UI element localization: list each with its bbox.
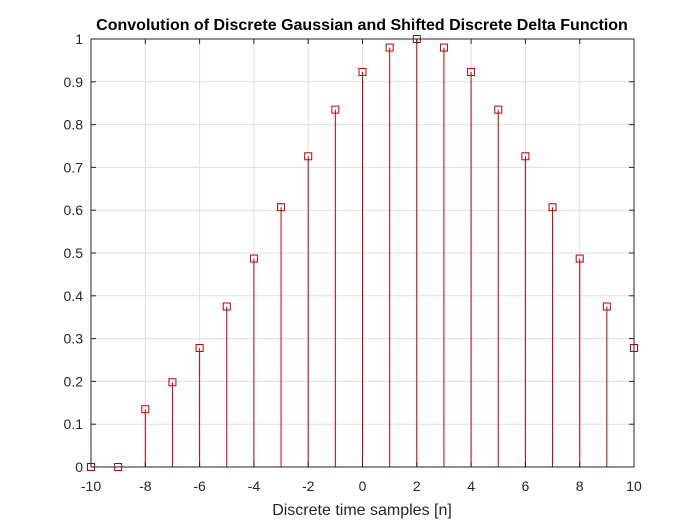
stem-marker — [168, 378, 177, 387]
y-tick-label: 0.7 — [64, 159, 84, 175]
stem-point — [249, 254, 258, 467]
y-tick-labels: 0 0.1 0.2 0.3 0.4 0.5 0.6 0.7 0.8 0.9 1 — [64, 31, 84, 475]
stem-marker — [195, 344, 204, 353]
stem-marker — [358, 67, 367, 76]
y-tick-label: 1 — [75, 31, 83, 47]
x-tick-label: 10 — [626, 478, 642, 494]
stem-marker — [304, 152, 313, 161]
stem-marker — [575, 254, 584, 263]
chart-title: Convolution of Discrete Gaussian and Shi… — [96, 17, 628, 34]
y-tick-label: 0.3 — [64, 331, 84, 347]
x-tick-label: -2 — [302, 478, 315, 494]
y-tick-label: 0.2 — [64, 373, 84, 389]
stem-point — [277, 203, 286, 467]
y-tick-label: 0.9 — [64, 74, 84, 90]
x-tick-label: 6 — [522, 478, 530, 494]
y-tick-label: 0.1 — [64, 416, 84, 432]
x-tick-labels: -10 -8 -6 -4 -2 0 2 4 6 8 10 — [81, 478, 642, 494]
stem-marker — [385, 43, 394, 52]
stem-point — [168, 378, 177, 467]
stem-point — [304, 152, 313, 467]
x-tick-label: 0 — [359, 478, 367, 494]
stem-point — [195, 344, 204, 467]
stem-marker — [277, 203, 286, 212]
stem-marker — [141, 405, 150, 414]
stem-point — [331, 105, 340, 467]
x-tick-label: 4 — [467, 478, 475, 494]
stem-point — [358, 67, 367, 467]
y-tick-label: 0.6 — [64, 202, 84, 218]
x-tick-label: 2 — [413, 478, 421, 494]
stem-marker — [494, 105, 503, 114]
stem-marker — [548, 203, 557, 212]
stem-point — [575, 254, 584, 467]
stem-marker — [439, 43, 448, 52]
x-axis-label: Discrete time samples [n] — [272, 502, 452, 519]
stem-point — [439, 43, 448, 467]
stem-marker — [249, 254, 258, 263]
stem-point — [141, 405, 150, 467]
stem-point — [222, 302, 231, 467]
y-tick-label: 0 — [75, 459, 83, 475]
stem-point — [602, 302, 611, 467]
stem-point — [494, 105, 503, 467]
stem-point — [385, 43, 394, 467]
stem-marker — [467, 67, 476, 76]
x-tick-label: -6 — [193, 478, 206, 494]
x-tick-label: 8 — [576, 478, 584, 494]
stem-point — [521, 152, 530, 467]
tick-marks — [90, 38, 635, 468]
y-tick-label: 0.4 — [64, 288, 84, 304]
stem-marker — [222, 302, 231, 311]
y-tick-label: 0.5 — [64, 245, 84, 261]
y-tick-label: 0.8 — [64, 117, 84, 133]
x-tick-label: -4 — [248, 478, 261, 494]
stem-point — [548, 203, 557, 467]
stem-marker — [331, 105, 340, 114]
stem-marker — [521, 152, 530, 161]
stem-marker — [602, 302, 611, 311]
x-tick-label: -10 — [81, 478, 101, 494]
stem-point — [467, 67, 476, 467]
x-tick-label: -8 — [139, 478, 152, 494]
